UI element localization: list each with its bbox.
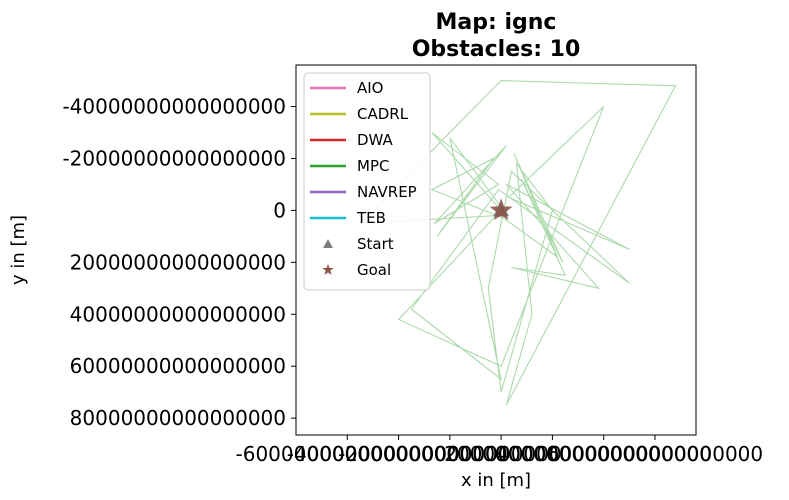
legend-box — [303, 72, 431, 291]
x-axis-ticks: -60000000000000000-40000000000000000-200… — [236, 435, 763, 466]
y-axis-ticks: -40000000000000000 -20000000000000000 0 200… — [62, 95, 296, 430]
y-tick-label: -20000000000000000 — [62, 146, 286, 170]
legend-swatch-goal — [322, 264, 334, 275]
y-tick-label: 80000000000000000 — [70, 406, 286, 430]
x-tick-label: 0 — [495, 442, 508, 466]
chart-title: Map: ignc Obstacles: 10 — [412, 10, 581, 62]
x-axis-label: x in [m] — [461, 470, 531, 491]
legend-label-navrep: NAVREP — [357, 183, 417, 201]
x-tick-label: -40000000000000000 — [287, 442, 511, 466]
x-tick-label: 60000000000000000 — [547, 442, 763, 466]
x-tick-label: 40000000000000000 — [496, 442, 712, 466]
chart-title-line2: Obstacles: 10 — [412, 37, 581, 62]
y-tick-label: 20000000000000000 — [70, 250, 286, 274]
axes-frame — [295, 64, 697, 436]
legend-label-dwa: DWA — [357, 131, 394, 149]
start-goal-markers — [489, 198, 513, 221]
y-tick-label: 0 — [273, 198, 286, 222]
legend-label-start: Start — [357, 235, 394, 253]
legend-label-cadrl: CADRL — [357, 105, 409, 123]
y-axis-label: y in [m] — [8, 215, 29, 285]
y-tick-label: -40000000000000000 — [62, 95, 286, 119]
chart-title-line1: Map: ignc — [436, 10, 557, 35]
chart-legend: AIO CADRL DWA MPC NAVREP TEB Start Goal — [303, 72, 431, 291]
y-tick-label: 40000000000000000 — [70, 302, 286, 326]
legend-swatch-start — [323, 239, 333, 248]
legend-label-aio: AIO — [357, 79, 384, 97]
legend-label-teb: TEB — [356, 209, 386, 227]
x-tick-label: -20000000000000000 — [338, 442, 562, 466]
goal-marker — [489, 198, 513, 221]
x-tick-label: 20000000000000000 — [444, 442, 660, 466]
y-tick-label: 60000000000000000 — [70, 354, 286, 378]
legend-label-mpc: MPC — [357, 157, 389, 175]
x-tick-label: -60000000000000000 — [236, 442, 460, 466]
legend-label-goal: Goal — [357, 261, 391, 279]
